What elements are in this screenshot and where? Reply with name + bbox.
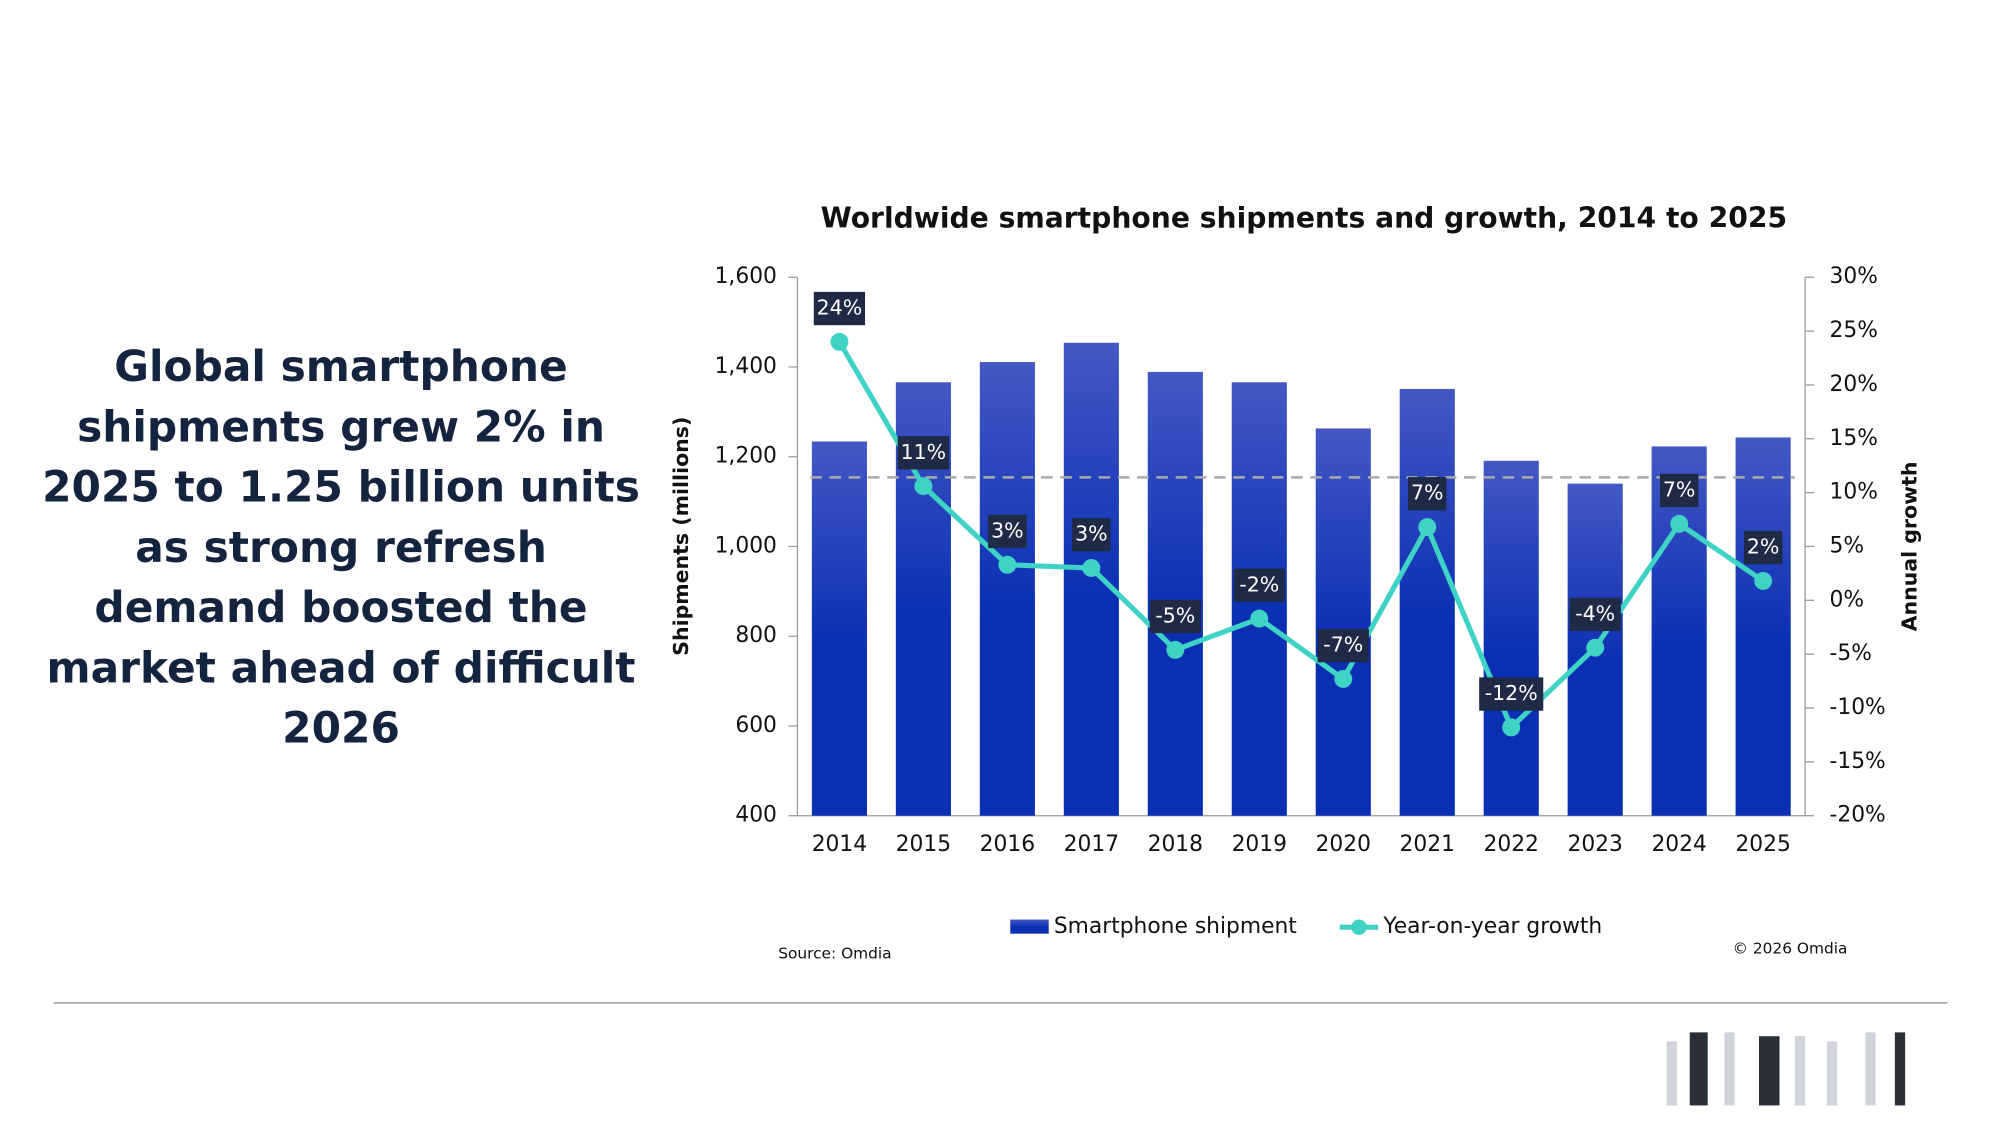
y-tick-label: 600 (735, 713, 777, 738)
y2-tick-label: -10% (1829, 695, 1885, 720)
label-box (1659, 473, 1699, 508)
source: Source: Omdia (778, 945, 891, 963)
y2-axis-title: Annual growth (1897, 462, 1921, 632)
growth-point (1082, 559, 1101, 577)
x-tick-label: 2020 (1316, 832, 1371, 857)
data-label: -4% (1575, 601, 1615, 625)
x-tick-label: 2018 (1148, 832, 1203, 857)
label-box (988, 514, 1027, 549)
y-tick-label: 1,600 (715, 264, 777, 289)
label-box (1743, 530, 1783, 565)
x-tick-label: 2025 (1735, 832, 1790, 857)
label-box (1408, 477, 1447, 511)
y2-tick-label: 25% (1829, 318, 1877, 343)
headline-line: Global smartphone (114, 342, 567, 391)
data-label: 24% (817, 296, 863, 320)
y2-tick-label: 0% (1829, 587, 1864, 612)
x-tick-label: 2023 (1567, 832, 1622, 857)
legend-swatch (1010, 919, 1049, 934)
y2-tick-label: -15% (1829, 749, 1885, 774)
growth-point (998, 555, 1017, 574)
y2-tick-label: -20% (1829, 803, 1885, 828)
label-box (1569, 597, 1621, 632)
bar (1735, 437, 1791, 816)
growth-line (837, 340, 1765, 732)
bar (979, 362, 1035, 816)
headline-line: market ahead of difficult (47, 643, 636, 692)
headline-line: demand boosted the (94, 583, 587, 632)
growth-point (1502, 718, 1521, 737)
label-box (1072, 518, 1111, 552)
data-label: 3% (991, 518, 1024, 542)
y-tick-label: 1,400 (715, 354, 777, 379)
chart-title: Worldwide smartphone shipments and growt… (821, 202, 1787, 235)
y2-tick-label: -5% (1829, 641, 1871, 666)
headline: Global smartphone shipments grew 2% in 202… (42, 342, 640, 753)
headline-line: shipments grew 2% in (77, 402, 605, 451)
y2-tick-label: 15% (1829, 426, 1877, 451)
data-label: 2% (1747, 535, 1780, 559)
growth-point (1418, 518, 1437, 537)
label-box (1479, 677, 1544, 711)
bar (1147, 371, 1203, 816)
data-label: 7% (1663, 478, 1696, 502)
y-axis-title: Shipments (millions) (669, 417, 693, 656)
x-tick-label: 2022 (1483, 832, 1538, 857)
growth-point (1586, 638, 1605, 657)
x-tick-label: 2019 (1232, 832, 1287, 857)
x-tick-label: 2024 (1651, 832, 1706, 857)
growth-point (1754, 571, 1773, 590)
y-tick-label: 1,200 (715, 444, 777, 469)
y2-tick-label: 30% (1829, 264, 1877, 289)
growth-point (1250, 609, 1269, 628)
data-label: -2% (1239, 572, 1279, 596)
x-tick-label: 2016 (980, 832, 1035, 857)
y2-tick-label: 20% (1829, 372, 1877, 397)
legend-label: Smartphone shipment (1054, 914, 1297, 939)
bar (811, 441, 867, 816)
data-label: 11% (901, 440, 947, 464)
label-box (1149, 599, 1201, 634)
copyright: © 2026 Omdia (1733, 940, 1848, 958)
x-tick-label: 2017 (1064, 832, 1119, 857)
data-label: -5% (1155, 604, 1195, 628)
data-label: -7% (1323, 633, 1363, 657)
headline-line: 2026 (282, 704, 400, 753)
y-tick-label: 800 (735, 623, 777, 648)
data-label: 7% (1411, 481, 1444, 505)
bar (1399, 388, 1455, 816)
label-box (1233, 568, 1285, 602)
growth-point (1334, 669, 1353, 688)
growth-point (1670, 514, 1689, 533)
y-tick-label: 400 (735, 803, 777, 828)
headline-line: as strong refresh (135, 523, 547, 572)
headline-line: 2025 to 1.25 billion units (42, 463, 640, 512)
legend-label: Year-on-year growth (1382, 914, 1602, 939)
bar (1063, 342, 1119, 816)
y2-tick-label: 5% (1829, 533, 1864, 558)
data-label: 3% (1075, 522, 1108, 546)
x-tick-label: 2014 (812, 832, 867, 857)
growth-point (1166, 640, 1185, 659)
legend-swatch (1351, 919, 1367, 935)
growth-point (914, 477, 933, 496)
y-tick-label: 1,000 (715, 533, 777, 558)
bar (1483, 460, 1539, 816)
bar (1651, 446, 1707, 816)
x-tick-label: 2021 (1400, 832, 1455, 857)
label-box (897, 436, 950, 470)
y2-tick-label: 10% (1829, 480, 1877, 505)
data-label: -12% (1485, 681, 1538, 705)
bar (1315, 428, 1371, 816)
growth-point (830, 332, 849, 351)
x-tick-label: 2015 (896, 832, 951, 857)
label-box (813, 291, 866, 326)
label-box (1317, 628, 1369, 663)
logo (1666, 1032, 1906, 1106)
